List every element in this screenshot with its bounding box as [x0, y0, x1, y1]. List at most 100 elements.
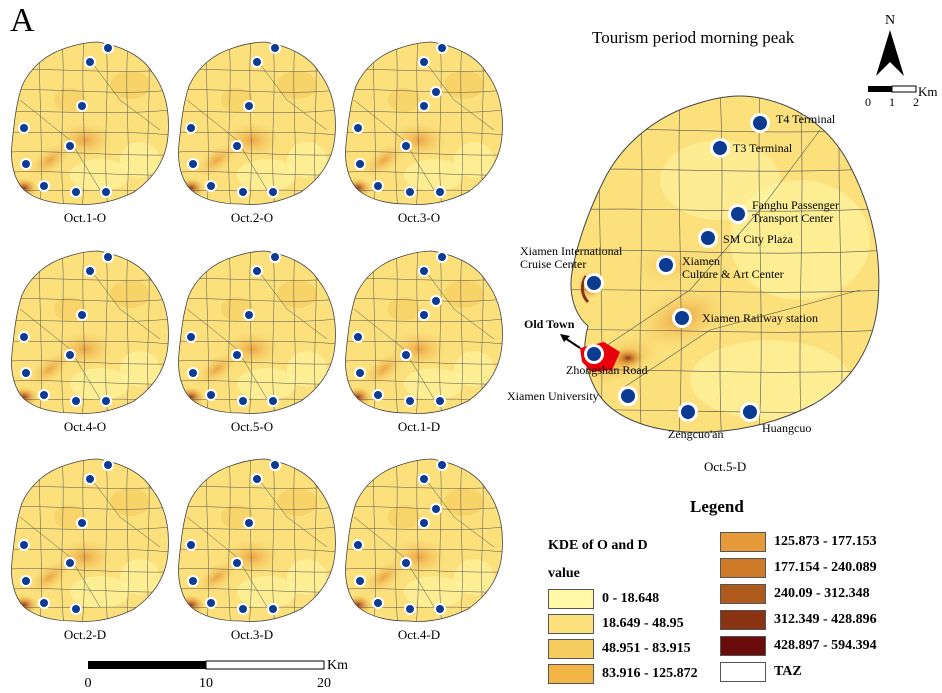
station-label: Zhongshan Road [566, 363, 648, 377]
scale-tick: 1 [889, 95, 895, 109]
map-pin-icon [185, 539, 197, 551]
map-pin-icon [352, 539, 364, 551]
station-pins [584, 113, 770, 422]
legend-item: 428.897 - 594.394 [720, 635, 877, 657]
legend-subtitle: KDE of O and D value [548, 532, 698, 588]
map-pin-icon [584, 344, 604, 364]
map-pin-icon [372, 180, 384, 192]
map-pin-icon [404, 603, 416, 615]
legend-label: 428.897 - 594.394 [774, 638, 877, 653]
station-label: SM City Plaza [723, 232, 794, 246]
small-map-label: Oct.2-D [63, 627, 107, 642]
small-map [344, 457, 504, 627]
small-map-label: Oct.3-D [230, 627, 274, 642]
map-pin-icon [434, 395, 446, 407]
small-map [177, 457, 337, 627]
map-pin-icon [102, 459, 114, 471]
legend-label: 240.09 - 312.348 [774, 586, 870, 601]
map-pin-icon [418, 56, 430, 68]
map-pin-icon [418, 473, 430, 485]
north-arrow-icon: N [876, 13, 904, 76]
scale-tick: 20 [317, 676, 331, 691]
map-pin-icon [404, 395, 416, 407]
scale-tick: 0 [85, 676, 92, 691]
small-map [10, 249, 170, 419]
map-pin-icon [354, 367, 366, 379]
small-map-label: Oct.3-O [397, 210, 441, 225]
map-pin-icon [400, 557, 412, 569]
map-pin-icon [372, 597, 384, 609]
station-label: Xiamen Railway station [702, 311, 818, 325]
legend-item: 177.154 - 240.089 [720, 557, 877, 579]
small-map [10, 40, 170, 210]
map-pin-icon [237, 603, 249, 615]
map-pin-icon [205, 389, 217, 401]
map-pin-icon [20, 367, 32, 379]
station-label: Cruise Center [520, 257, 587, 271]
large-map [560, 95, 880, 433]
map-pin-icon [76, 517, 88, 529]
map-pin-icon [102, 251, 114, 263]
map-pin-icon [618, 386, 638, 406]
map-pin-icon [231, 349, 243, 361]
map-pin-icon [76, 309, 88, 321]
map-pin-icon [430, 295, 442, 307]
map-pin-icon [372, 389, 384, 401]
scale-bar-top: 0 1 2 Km [865, 84, 938, 109]
map-pin-icon [698, 228, 718, 248]
legend-subtitle-line: KDE of O and D [548, 538, 648, 553]
legend-item: TAZ [720, 661, 802, 683]
map-pin-icon [237, 186, 249, 198]
legend-swatch [720, 610, 766, 630]
legend-swatch [548, 639, 594, 659]
map-pin-icon [418, 100, 430, 112]
legend-label: TAZ [774, 664, 802, 679]
legend-label: 48.951 - 83.915 [602, 641, 691, 656]
small-map-label: Oct.1-O [63, 210, 107, 225]
station-label: Huangcuo [762, 421, 812, 435]
small-map [177, 249, 337, 419]
legend-swatch [720, 558, 766, 578]
legend-label: 83.916 - 125.872 [602, 666, 698, 681]
map-pin-icon [434, 186, 446, 198]
small-map [177, 40, 337, 210]
map-pin-icon [418, 517, 430, 529]
map-pin-icon [76, 100, 88, 112]
legend-label: 312.349 - 428.896 [774, 612, 877, 627]
map-pin-icon [750, 113, 770, 133]
station-label: Transport Center [752, 211, 834, 225]
scale-tick: 2 [913, 95, 919, 109]
small-map-label: Oct.5-O [230, 419, 274, 434]
scale-tick: 10 [199, 676, 213, 691]
scale-tick: 0 [865, 95, 871, 109]
map-pin-icon [243, 100, 255, 112]
scale-unit: Km [918, 84, 938, 99]
legend-swatch [720, 636, 766, 656]
small-map [344, 40, 504, 210]
legend-swatch [720, 584, 766, 604]
map-pin-icon [269, 459, 281, 471]
small-map-label: Oct.4-O [63, 419, 107, 434]
map-pin-icon [656, 255, 676, 275]
north-label: N [885, 13, 895, 28]
map-pin-icon [70, 603, 82, 615]
map-pin-icon [237, 395, 249, 407]
map-pin-icon [434, 603, 446, 615]
map-pin-icon [18, 331, 30, 343]
map-pin-icon [400, 140, 412, 152]
map-pin-icon [187, 575, 199, 587]
map-pin-icon [38, 389, 50, 401]
map-pin-icon [400, 349, 412, 361]
map-pin-icon [269, 42, 281, 54]
map-pin-icon [430, 86, 442, 98]
map-pin-icon [38, 597, 50, 609]
legend-swatch [548, 664, 594, 684]
old-town-label: Old Town [524, 317, 575, 331]
map-pin-icon [728, 204, 748, 224]
legend-label: 18.649 - 48.95 [602, 616, 684, 631]
map-pin-icon [436, 459, 448, 471]
legend-item: 125.873 - 177.153 [720, 531, 877, 553]
legend-swatch [548, 589, 594, 609]
map-pin-icon [267, 395, 279, 407]
map-pin-icon [187, 367, 199, 379]
